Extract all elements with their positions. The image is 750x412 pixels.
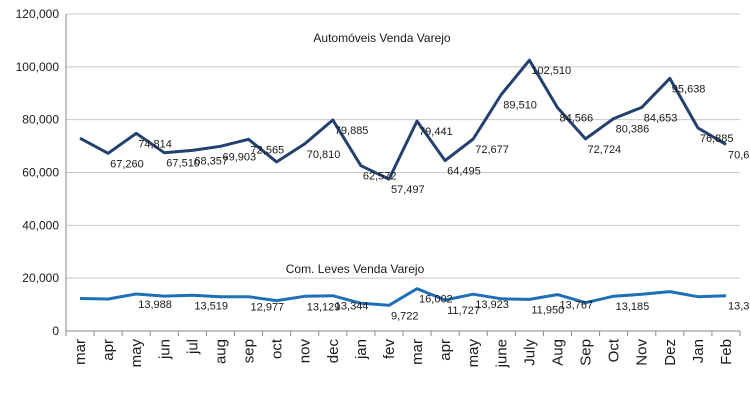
x-tick-label: Sep bbox=[578, 339, 595, 366]
x-tick-label: nov bbox=[297, 339, 314, 364]
y-tick-label: 0 bbox=[52, 324, 59, 338]
data-label: 72,677 bbox=[475, 144, 509, 156]
data-label: 74,814 bbox=[138, 138, 172, 150]
data-label: 57,497 bbox=[391, 184, 425, 196]
data-label: 62,572 bbox=[363, 171, 397, 183]
x-tick-label: oct bbox=[269, 338, 286, 359]
x-tick-label: may bbox=[465, 339, 482, 368]
x-tick-label: July bbox=[521, 339, 538, 366]
y-tick-label: 40,000 bbox=[22, 218, 59, 232]
data-label: 13,344 bbox=[335, 301, 369, 313]
data-label: 102,510 bbox=[531, 65, 571, 77]
x-tick-label: dec bbox=[325, 339, 342, 364]
x-tick-label: Jan bbox=[690, 339, 707, 363]
x-tick-label: Nov bbox=[634, 339, 651, 366]
data-label: 68,357 bbox=[194, 155, 228, 167]
x-tick-label: may bbox=[128, 339, 145, 368]
data-label: 72,724 bbox=[588, 144, 622, 156]
x-tick-label: mar bbox=[72, 339, 89, 365]
data-label: 9,722 bbox=[391, 310, 419, 322]
data-label: 67,260 bbox=[110, 158, 144, 170]
data-label: 84,653 bbox=[644, 112, 678, 124]
x-tick-label: mar bbox=[409, 339, 426, 365]
y-tick-label: 120,000 bbox=[16, 7, 60, 21]
x-tick-label: apr bbox=[437, 339, 454, 361]
annotation-automoveis: Automóveis Venda Varejo bbox=[313, 31, 451, 45]
data-label: 13,365 bbox=[728, 301, 750, 313]
data-label: 13,767 bbox=[559, 300, 593, 312]
data-label: 11,950 bbox=[531, 304, 564, 316]
data-label: 13,988 bbox=[138, 299, 172, 311]
data-label: 13,923 bbox=[475, 299, 509, 311]
data-label: 76,885 bbox=[700, 133, 734, 145]
y-tick-label: 80,000 bbox=[22, 113, 59, 127]
series-line-1 bbox=[79, 287, 727, 307]
data-label: 84,566 bbox=[559, 113, 593, 125]
x-tick-label: Dez bbox=[662, 339, 679, 366]
data-label: 12,977 bbox=[251, 302, 285, 314]
data-label: 72,565 bbox=[251, 144, 285, 156]
series-group bbox=[79, 58, 727, 307]
series-line-0 bbox=[79, 58, 727, 181]
data-label: 89,510 bbox=[503, 100, 537, 112]
y-tick-label: 60,000 bbox=[22, 166, 59, 180]
x-tick-label: Aug bbox=[549, 339, 566, 366]
data-label: 79,441 bbox=[419, 126, 453, 138]
x-tick-label: fev bbox=[381, 339, 398, 360]
data-label: 13,185 bbox=[616, 301, 650, 313]
y-axis: 0 20,000 40,000 60,000 80,000 100,000 120,000 bbox=[16, 7, 740, 338]
x-tick-label: jul bbox=[184, 339, 201, 355]
x-tick-label: sep bbox=[241, 339, 258, 363]
data-label: 16,002 bbox=[419, 294, 453, 306]
gridlines bbox=[66, 13, 740, 332]
y-tick-label: 20,000 bbox=[22, 271, 59, 285]
data-label: 11,727 bbox=[447, 305, 480, 317]
data-label: 13,519 bbox=[194, 300, 228, 312]
x-tick-label: jun bbox=[156, 339, 173, 360]
x-axis: mar apr may jun jul aug sep oct nov dec jan fev mar a… bbox=[65, 331, 741, 368]
data-label: 79,885 bbox=[335, 125, 369, 137]
data-label: 70,810 bbox=[307, 149, 341, 161]
data-label: 64,495 bbox=[447, 166, 481, 178]
x-tick-label: jan bbox=[353, 339, 370, 360]
data-label: 70,613 bbox=[728, 149, 750, 161]
data-label: 80,386 bbox=[616, 124, 650, 136]
data-label: 67,510 bbox=[166, 158, 200, 170]
x-tick-label: june bbox=[493, 339, 510, 368]
data-label: 13,129 bbox=[307, 301, 341, 313]
x-tick-label: Feb bbox=[718, 339, 735, 365]
data-label: 69,903 bbox=[222, 151, 256, 163]
x-tick-label: Oct bbox=[606, 338, 623, 362]
data-label: 95,638 bbox=[672, 83, 706, 95]
annotation-com-leves: Com. Leves Venda Varejo bbox=[286, 262, 425, 276]
x-tick-label: apr bbox=[100, 339, 117, 361]
y-tick-label: 100,000 bbox=[16, 60, 60, 74]
x-tick-label: aug bbox=[212, 339, 229, 364]
